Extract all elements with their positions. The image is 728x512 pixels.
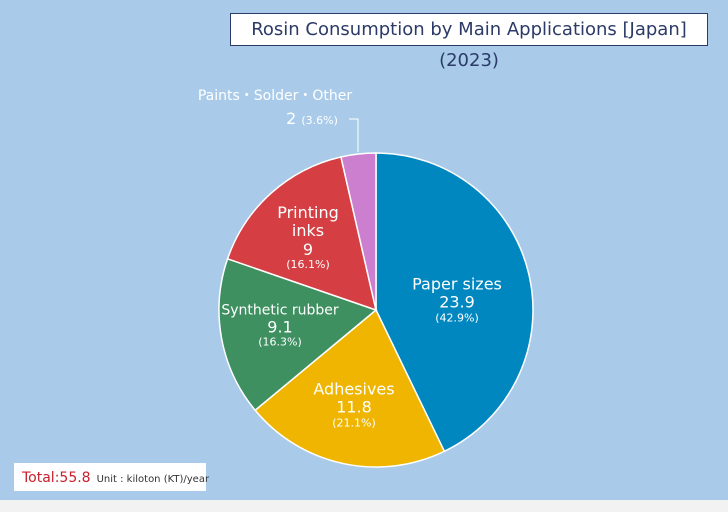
percent-label: (21.1%) [332, 416, 376, 430]
value-label: 9 [302, 239, 314, 259]
unit: Unit : kiloton (KT)/year [96, 474, 210, 485]
slice-label: Synthetic rubber 9.1 (16.3%) [215, 302, 345, 349]
category-label: Printing inks [277, 203, 339, 241]
value-label: 23.9 [439, 292, 475, 312]
percent-label: (42.9%) [435, 311, 479, 325]
category-label: Paints・Solder・Other [197, 87, 353, 104]
category-label: Paper sizes [412, 274, 502, 294]
percent-label: (16.1%) [286, 258, 330, 272]
pie-slice [375, 152, 534, 453]
slice-label: Printing inks 9 (16.1%) [268, 203, 348, 272]
footer: Total:55.8 Unit : kiloton (KT)/year [14, 463, 210, 491]
pie-slice [340, 152, 377, 311]
slice-label: Adhesives 11.8 (21.1%) [294, 379, 414, 430]
total: Total:55.8 [22, 470, 91, 486]
percent-label: (16.3%) [258, 335, 302, 349]
bottom-strip [0, 500, 728, 512]
category-label: Adhesives [313, 379, 395, 399]
leader-line [349, 118, 359, 152]
slice-label: 2 (3.6%) [286, 108, 338, 128]
value-label: 11.8 [336, 397, 372, 417]
category-label: Synthetic rubber [221, 302, 339, 319]
chart-title: Rosin Consumption by Main Applications [… [230, 13, 708, 71]
percent-label: (3.6%) [301, 113, 338, 127]
value-label: 9.1 [267, 317, 293, 337]
pie-slice [226, 156, 378, 312]
slice-label: Paper sizes 23.9 (42.9%) [397, 274, 517, 325]
pie-slice [254, 308, 446, 468]
value-label: 2 [286, 108, 297, 128]
